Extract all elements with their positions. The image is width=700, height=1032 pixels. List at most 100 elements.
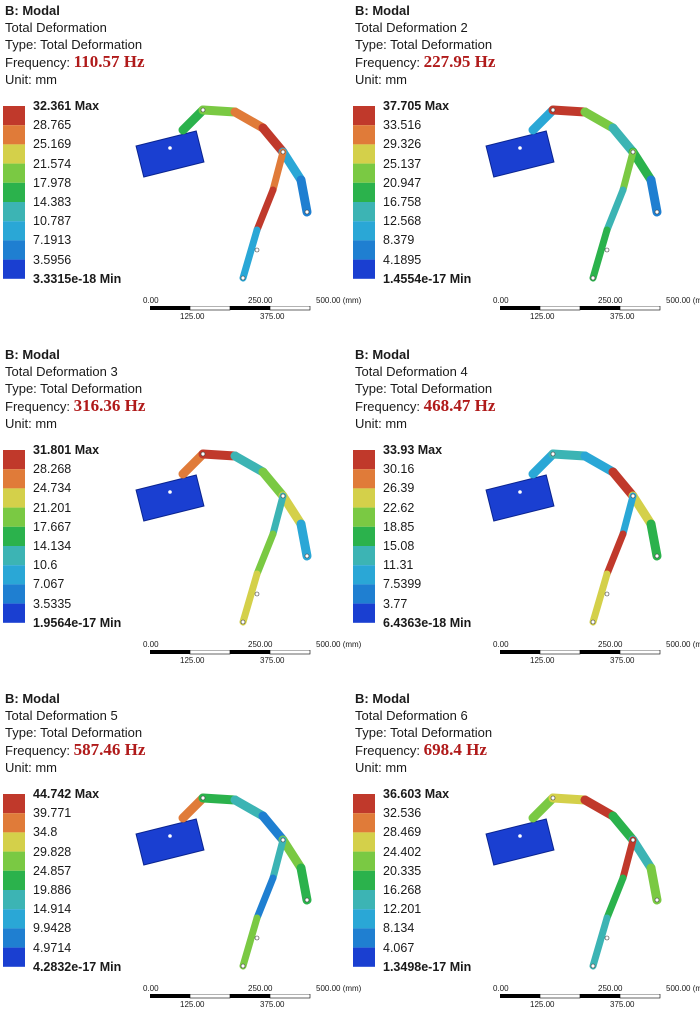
- legend-label-5: 17.978: [33, 175, 72, 190]
- scale-bar: 0.00 250.00 500.00 (mm) 125.00 375.00: [490, 290, 700, 321]
- legend-swatch-2: [353, 125, 375, 145]
- scale-top-label-3: 500.00 (mm): [666, 640, 700, 649]
- scale-top-label-1: 0.00: [493, 640, 509, 649]
- arc-segment-2: [548, 449, 590, 461]
- system-title: B: Modal: [5, 691, 60, 706]
- legend-label-5: 24.857: [33, 863, 72, 878]
- pin-hole-4: [590, 963, 596, 969]
- type-label: Type: Total Deformation: [5, 725, 143, 740]
- scale-bar-graphic: [500, 650, 661, 655]
- arm-segment-2: [603, 186, 627, 234]
- legend-color-bar: [3, 794, 25, 967]
- scale-bottom-label-1: 125.00: [530, 656, 555, 665]
- legend-label-1: 32.361 Max: [33, 99, 100, 113]
- arc-segment-2: [548, 793, 590, 805]
- arc-segment-2: [198, 793, 240, 805]
- pin-hole-5: [604, 591, 610, 597]
- frequency-value: 316.36 Hz: [73, 396, 146, 415]
- legend-label-9: 4.067: [383, 940, 415, 955]
- arc-segment-4: [258, 467, 288, 501]
- deformed-model: [485, 793, 662, 970]
- deformed-model: [135, 105, 312, 282]
- scale-bar-graphic: [150, 650, 311, 655]
- legend-swatch-7: [3, 221, 25, 241]
- legend-label-10: 4.2832e-17 Min: [33, 959, 122, 974]
- frequency-line: Frequency: 587.46 Hz: [5, 741, 145, 759]
- frequency-line: Frequency: 698.4 Hz: [355, 741, 492, 759]
- legend-label-4: 24.402: [383, 844, 422, 859]
- block-hole: [168, 146, 172, 150]
- scale-bar-graphic: [150, 994, 311, 999]
- color-legend: 37.705 Max 33.516 29.326 25.137 20.947 16.758…: [353, 99, 493, 292]
- legend-label-1: 33.93 Max: [383, 443, 443, 457]
- scale-bar: 0.00 250.00 500.00 (mm) 125.00 375.00: [140, 978, 361, 1009]
- pin-hole-1: [550, 107, 556, 113]
- arc-segment-5: [278, 835, 306, 873]
- scale-top-label-1: 0.00: [493, 296, 509, 305]
- arm-segment-2: [253, 530, 277, 578]
- arm-segment-3: [239, 570, 261, 626]
- legend-label-5: 17.667: [33, 519, 72, 534]
- frequency-value: 587.46 Hz: [73, 740, 146, 759]
- legend-label-8: 8.134: [383, 921, 415, 936]
- legend-color-bar: [353, 106, 375, 279]
- legend-label-2: 28.765: [33, 118, 72, 133]
- pin-hole-1: [550, 795, 556, 801]
- system-title: B: Modal: [5, 3, 60, 18]
- frequency-value: 698.4 Hz: [423, 740, 487, 759]
- arc-segment-5: [628, 147, 656, 185]
- legend-label-6: 14.134: [33, 539, 72, 553]
- result-name: Total Deformation 5: [5, 708, 118, 723]
- legend-label-8: 7.1913: [33, 233, 72, 248]
- legend-swatch-1: [3, 794, 25, 814]
- legend-swatch-9: [353, 947, 375, 967]
- legend-swatch-7: [353, 565, 375, 585]
- legend-label-5: 20.335: [383, 863, 422, 878]
- mounting-block: [135, 474, 205, 522]
- scale-bar-graphic: [150, 306, 311, 311]
- legend-swatch-6: [3, 546, 25, 566]
- legend-label-3: 26.39: [383, 481, 415, 496]
- unit-label: Unit: mm: [355, 416, 407, 431]
- legend-label-7: 11.31: [383, 558, 414, 573]
- block-hole: [168, 490, 172, 494]
- legend-swatch-8: [353, 240, 375, 260]
- legend-swatch-6: [3, 890, 25, 910]
- legend-swatch-5: [3, 526, 25, 546]
- pin-hole-3: [304, 897, 310, 903]
- arm-segment-1: [619, 836, 637, 882]
- arc-segment-6: [646, 519, 662, 561]
- scale-bottom-label-2: 375.00: [260, 312, 285, 321]
- legend-swatch-5: [353, 870, 375, 890]
- legend-swatch-2: [3, 469, 25, 489]
- arc-segment-4: [258, 123, 288, 157]
- system-title: B: Modal: [5, 347, 60, 362]
- pin-hole-5: [604, 935, 610, 941]
- pin-hole-4: [590, 619, 596, 625]
- legend-swatch-3: [353, 144, 375, 164]
- block-hole: [518, 490, 522, 494]
- result-name: Total Deformation 6: [355, 708, 468, 723]
- scale-top-label-3: 500.00 (mm): [316, 984, 362, 993]
- arc-segment-1: [178, 105, 208, 135]
- unit-label: Unit: mm: [5, 72, 57, 87]
- mounting-block: [485, 474, 555, 522]
- scale-bar: 0.00 250.00 500.00 (mm) 125.00 375.00: [140, 634, 361, 665]
- pin-hole-3: [304, 209, 310, 215]
- legend-label-9: 4.1895: [383, 252, 422, 267]
- system-title: B: Modal: [355, 347, 410, 362]
- legend-label-9: 3.77: [383, 596, 408, 611]
- legend-label-9: 3.5335: [33, 596, 72, 611]
- pin-hole-2: [280, 493, 286, 499]
- type-label: Type: Total Deformation: [355, 37, 493, 52]
- legend-swatch-8: [353, 584, 375, 604]
- legend-label-2: 30.16: [383, 462, 415, 477]
- legend-color-bar: [3, 450, 25, 623]
- panel-header: B: Modal Total Deformation 3 Type: Total D…: [5, 346, 145, 432]
- legend-label-1: 31.801 Max: [33, 443, 100, 457]
- arc-segment-4: [608, 123, 638, 157]
- frequency-line: Frequency: 468.47 Hz: [355, 397, 495, 415]
- scale-top-label-2: 250.00: [248, 296, 273, 305]
- legend-swatch-9: [3, 603, 25, 623]
- legend-label-1: 37.705 Max: [383, 99, 450, 113]
